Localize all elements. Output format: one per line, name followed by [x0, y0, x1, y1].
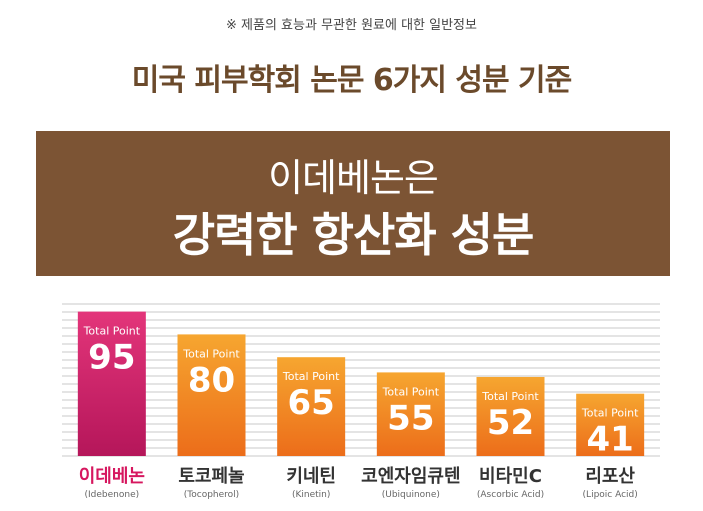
category-label: 토코페놀	[178, 466, 244, 487]
data-value-label: 65	[288, 383, 335, 423]
data-value-label: 52	[487, 403, 534, 443]
bar	[576, 393, 645, 456]
banner: 이데베논은 강력한 항산화 성분	[36, 131, 670, 276]
data-value-label: 80	[188, 360, 235, 400]
category-label: 리포산	[585, 466, 635, 487]
category-sublabel: (Tocopherol)	[184, 490, 239, 500]
category-sublabel: (Kinetin)	[292, 490, 330, 500]
notice-text: ※ 제품의 효능과 무관한 원료에 대한 일반정보	[226, 18, 477, 33]
bar-label: Total Point	[182, 347, 240, 360]
bar-label: Total Point	[581, 407, 639, 420]
category-label: 비타민C	[479, 466, 542, 487]
bar	[277, 357, 346, 456]
category-sublabel: (Ubiquinone)	[382, 490, 440, 500]
bar-label: Total Point	[83, 325, 141, 338]
data-value-label: 41	[587, 420, 634, 460]
category-sublabel: (Ascorbic Acid)	[477, 490, 544, 500]
bar	[376, 372, 445, 456]
data-value-label: 95	[88, 338, 135, 378]
category-label: 코엔자임큐텐	[361, 466, 460, 487]
bar-label: Total Point	[382, 385, 440, 398]
bar-label: Total Point	[282, 370, 340, 383]
bar	[476, 376, 545, 456]
category-sublabel: (Idebenone)	[85, 490, 140, 500]
category-label: 이데베논	[79, 466, 145, 487]
data-value-label: 55	[387, 398, 434, 438]
bar	[177, 334, 246, 456]
bar	[77, 311, 146, 456]
category-sublabel: (Lipoic Acid)	[583, 490, 638, 500]
headline: 미국 피부학회 논문 6가지 성분 기준	[131, 63, 573, 98]
bar-label: Total Point	[481, 390, 539, 403]
banner-line1: 이데베논은	[268, 156, 439, 200]
banner-line2: 강력한 항산화 성분	[172, 208, 535, 262]
category-label: 키네틴	[286, 466, 336, 487]
